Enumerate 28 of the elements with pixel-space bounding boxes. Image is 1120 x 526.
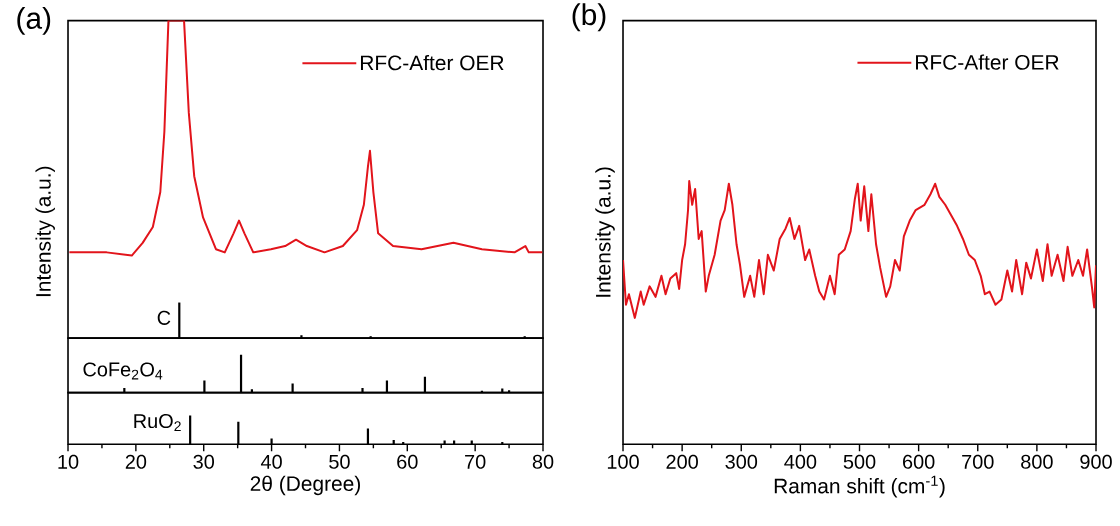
x-tick-label: 500 xyxy=(843,454,876,470)
series-label: C xyxy=(157,311,171,326)
x-tick-label: 900 xyxy=(1080,454,1112,470)
x-axis-title: 2θ (Degree) xyxy=(250,475,360,496)
legend-label: RFC-After OER xyxy=(916,54,1059,70)
x-tick-label: 800 xyxy=(1021,454,1053,470)
y-axis-title: Intensity (a.u.) xyxy=(35,166,55,297)
x-tick-label: 700 xyxy=(962,454,994,470)
x-tick-label: 300 xyxy=(725,454,758,470)
series-label: RuO$_{2}$ xyxy=(134,414,181,432)
x-tick-label: 70 xyxy=(465,454,486,470)
x-tick-label: 10 xyxy=(58,454,79,470)
x-axis-title: Raman shift (cm$^{-1}$) xyxy=(774,475,945,498)
x-tick-label: 60 xyxy=(397,454,418,470)
y-axis-title: Intensity (a.u.) xyxy=(595,167,615,297)
legend-label: RFC-After OER xyxy=(360,55,504,71)
x-tick-label: 200 xyxy=(666,454,698,470)
x-tick-label: 80 xyxy=(532,454,554,470)
x-tick-label: 30 xyxy=(193,454,215,470)
chart-title: (b) xyxy=(572,3,606,32)
x-tick-label: 20 xyxy=(125,454,147,470)
chart-title: (a) xyxy=(17,7,51,36)
x-tick-label: 40 xyxy=(260,454,282,470)
series-label: CoFe$_{2}$O$_{4}$ xyxy=(83,362,163,380)
x-tick-label: 600 xyxy=(903,454,935,470)
x-tick-label: 50 xyxy=(329,454,350,470)
x-tick-label: 400 xyxy=(784,454,817,470)
x-tick-label: 100 xyxy=(607,454,639,470)
